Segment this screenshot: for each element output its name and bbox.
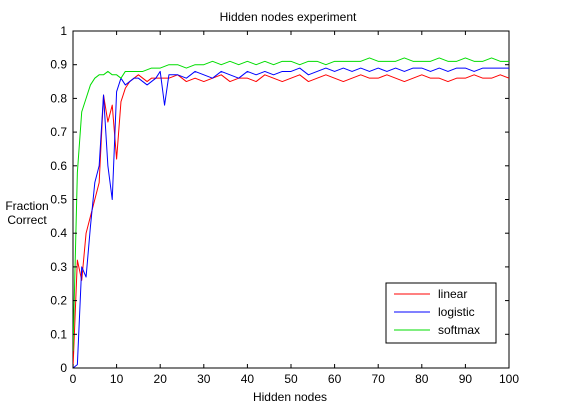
series-line-logistic	[73, 67, 509, 368]
legend-label-softmax: softmax	[438, 323, 480, 337]
chart-title: Hidden nodes experiment	[220, 10, 357, 24]
y-axis-title-line-1: Fraction	[5, 199, 48, 213]
y-tick-label: 0	[60, 361, 67, 375]
x-tick-label: 100	[499, 372, 519, 386]
y-tick-label: 0.5	[50, 193, 67, 207]
y-tick-label: 0.6	[50, 159, 67, 173]
x-tick-label: 20	[154, 372, 168, 386]
y-tick-label: 0.7	[50, 125, 67, 139]
x-tick-label: 60	[328, 372, 342, 386]
series-group	[73, 57, 509, 368]
y-tick-label: 0.9	[50, 58, 67, 72]
x-tick-label: 80	[415, 372, 429, 386]
y-tick-label: 1	[60, 24, 67, 38]
x-tick-label: 30	[197, 372, 211, 386]
y-tick-label: 0.4	[50, 226, 67, 240]
x-tick-label: 40	[241, 372, 255, 386]
series-line-softmax	[73, 57, 509, 352]
legend-label-logistic: logistic	[438, 305, 475, 319]
legend: linear logistic softmax	[385, 282, 497, 344]
x-axis-title: Hidden nodes	[253, 390, 327, 404]
x-tick-label: 50	[284, 372, 298, 386]
series-line-linear	[73, 74, 509, 368]
y-axis-title-line-2: Correct	[7, 213, 47, 227]
x-tick-label: 90	[459, 372, 473, 386]
legend-label-linear: linear	[438, 287, 467, 301]
y-tick-label: 0.2	[50, 294, 67, 308]
x-tick-label: 10	[110, 372, 124, 386]
x-tick-label: 70	[372, 372, 386, 386]
y-tick-label: 0.3	[50, 260, 67, 274]
legend-box	[385, 282, 497, 344]
x-tick-label: 0	[70, 372, 77, 386]
y-tick-label: 0.8	[50, 91, 67, 105]
y-tick-label: 0.1	[50, 327, 67, 341]
